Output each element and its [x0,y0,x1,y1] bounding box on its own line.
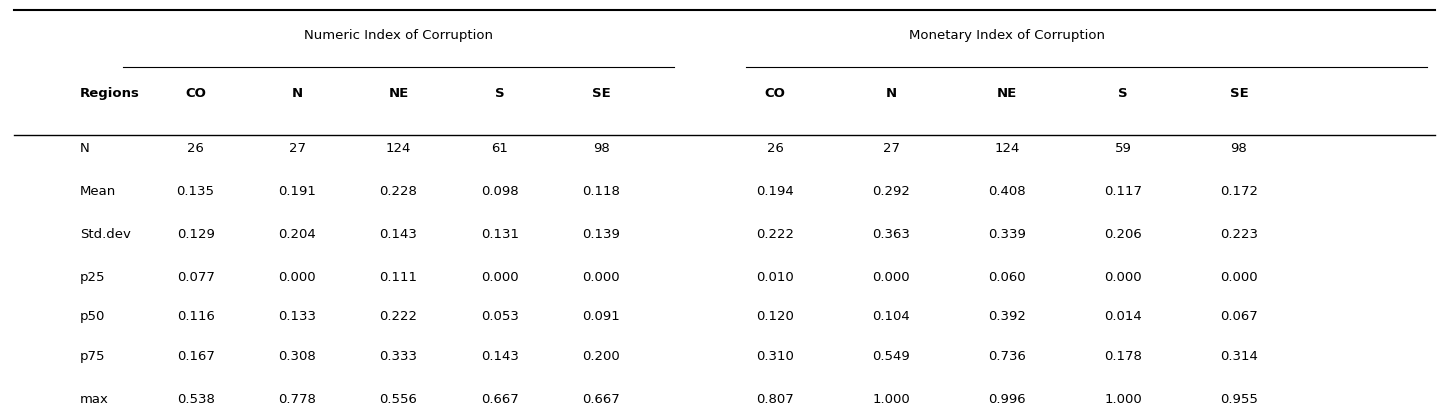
Text: p75: p75 [80,349,106,362]
Text: 0.117: 0.117 [1104,185,1142,198]
Text: SE: SE [593,87,610,101]
Text: 0.228: 0.228 [380,185,417,198]
Text: 124: 124 [994,142,1020,155]
Text: 0.222: 0.222 [380,310,417,324]
Text: 0.191: 0.191 [278,185,316,198]
Text: 0.000: 0.000 [1220,271,1258,284]
Text: 0.131: 0.131 [481,228,519,241]
Text: 27: 27 [288,142,306,155]
Text: NE: NE [388,87,409,101]
Text: Numeric Index of Corruption: Numeric Index of Corruption [304,29,493,42]
Text: 0.139: 0.139 [582,228,620,241]
Text: 0.667: 0.667 [481,393,519,404]
Text: CO: CO [185,87,206,101]
Text: 0.143: 0.143 [380,228,417,241]
Text: SE: SE [1230,87,1248,101]
Text: 0.053: 0.053 [481,310,519,324]
Text: S: S [1119,87,1127,101]
Text: 0.010: 0.010 [756,271,794,284]
Text: 0.014: 0.014 [1104,310,1142,324]
Text: 0.000: 0.000 [1104,271,1142,284]
Text: 0.667: 0.667 [582,393,620,404]
Text: 0.222: 0.222 [756,228,794,241]
Text: NE: NE [997,87,1017,101]
Text: 0.120: 0.120 [756,310,794,324]
Text: 1.000: 1.000 [1104,393,1142,404]
Text: p50: p50 [80,310,106,324]
Text: 0.736: 0.736 [988,349,1026,362]
Text: Std.dev: Std.dev [80,228,130,241]
Text: 61: 61 [491,142,509,155]
Text: 98: 98 [1230,142,1248,155]
Text: 0.000: 0.000 [582,271,620,284]
Text: 0.339: 0.339 [988,228,1026,241]
Text: 0.200: 0.200 [582,349,620,362]
Text: 0.206: 0.206 [1104,228,1142,241]
Text: N: N [80,142,90,155]
Text: 0.077: 0.077 [177,271,214,284]
Text: 0.167: 0.167 [177,349,214,362]
Text: 0.116: 0.116 [177,310,214,324]
Text: 0.538: 0.538 [177,393,214,404]
Text: 0.408: 0.408 [988,185,1026,198]
Text: 0.308: 0.308 [278,349,316,362]
Text: Mean: Mean [80,185,116,198]
Text: 59: 59 [1114,142,1132,155]
Text: 26: 26 [767,142,784,155]
Text: 0.194: 0.194 [756,185,794,198]
Text: 0.091: 0.091 [582,310,620,324]
Text: 0.204: 0.204 [278,228,316,241]
Text: 0.310: 0.310 [756,349,794,362]
Text: Regions: Regions [80,87,139,101]
Text: 26: 26 [187,142,204,155]
Text: 1.000: 1.000 [872,393,910,404]
Text: 0.172: 0.172 [1220,185,1258,198]
Text: 0.292: 0.292 [872,185,910,198]
Text: 0.807: 0.807 [756,393,794,404]
Text: 0.000: 0.000 [481,271,519,284]
Text: N: N [291,87,303,101]
Text: max: max [80,393,109,404]
Text: 0.111: 0.111 [380,271,417,284]
Text: 98: 98 [593,142,610,155]
Text: N: N [885,87,897,101]
Text: 0.000: 0.000 [278,271,316,284]
Text: 0.135: 0.135 [177,185,214,198]
Text: 0.333: 0.333 [380,349,417,362]
Text: Monetary Index of Corruption: Monetary Index of Corruption [909,29,1106,42]
Text: 0.996: 0.996 [988,393,1026,404]
Text: 0.060: 0.060 [988,271,1026,284]
Text: 0.129: 0.129 [177,228,214,241]
Text: 124: 124 [385,142,412,155]
Text: 0.363: 0.363 [872,228,910,241]
Text: 0.067: 0.067 [1220,310,1258,324]
Text: 0.392: 0.392 [988,310,1026,324]
Text: 0.549: 0.549 [872,349,910,362]
Text: 0.223: 0.223 [1220,228,1258,241]
Text: 27: 27 [882,142,900,155]
Text: 0.000: 0.000 [872,271,910,284]
Text: 0.143: 0.143 [481,349,519,362]
Text: 0.118: 0.118 [582,185,620,198]
Text: 0.133: 0.133 [278,310,316,324]
Text: 0.778: 0.778 [278,393,316,404]
Text: 0.556: 0.556 [380,393,417,404]
Text: 0.314: 0.314 [1220,349,1258,362]
Text: 0.178: 0.178 [1104,349,1142,362]
Text: 0.104: 0.104 [872,310,910,324]
Text: CO: CO [765,87,785,101]
Text: 0.098: 0.098 [481,185,519,198]
Text: 0.955: 0.955 [1220,393,1258,404]
Text: S: S [496,87,504,101]
Text: p25: p25 [80,271,106,284]
